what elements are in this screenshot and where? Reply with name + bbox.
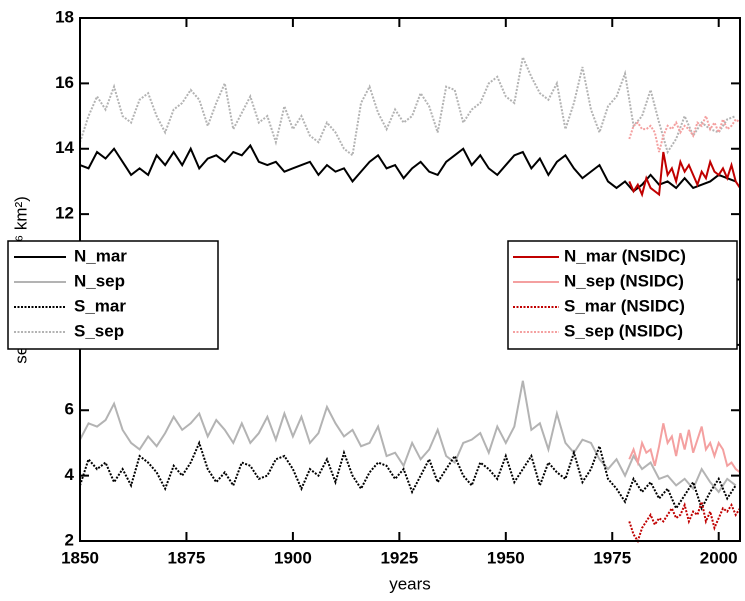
series-line — [628, 151, 741, 198]
x-axis-label: years — [389, 574, 431, 593]
series-line — [628, 113, 741, 153]
x-tick-label: 1900 — [274, 548, 312, 567]
legend-label: S_mar — [74, 296, 126, 315]
legend-label: N_sep — [74, 271, 125, 290]
x-tick-label: 1850 — [61, 548, 99, 567]
series-line — [628, 423, 741, 474]
x-tick-label: 2000 — [700, 548, 738, 567]
y-tick-label: 6 — [65, 400, 74, 419]
legend-label: N_mar — [74, 246, 127, 265]
series-line — [628, 497, 741, 544]
series-line — [79, 53, 737, 158]
y-tick-label: 4 — [65, 465, 75, 484]
series-line — [79, 380, 737, 494]
x-tick-label: 1950 — [487, 548, 525, 567]
y-tick-label: 18 — [55, 7, 74, 26]
legend-label: S_sep — [74, 321, 124, 340]
x-tick-label: 1925 — [380, 548, 418, 567]
legend-label: N_sep (NSIDC) — [564, 271, 684, 290]
y-tick-label: 12 — [55, 204, 74, 223]
y-tick-label: 14 — [55, 138, 74, 157]
legend-label: N_mar (NSIDC) — [564, 246, 686, 265]
y-tick-label: 2 — [65, 530, 74, 549]
y-tick-label: 16 — [55, 73, 74, 92]
series-line — [79, 143, 737, 193]
x-tick-label: 1875 — [168, 548, 206, 567]
legend-label: S_sep (NSIDC) — [564, 321, 683, 340]
x-tick-label: 1975 — [593, 548, 631, 567]
legend-label: S_mar (NSIDC) — [564, 296, 685, 315]
